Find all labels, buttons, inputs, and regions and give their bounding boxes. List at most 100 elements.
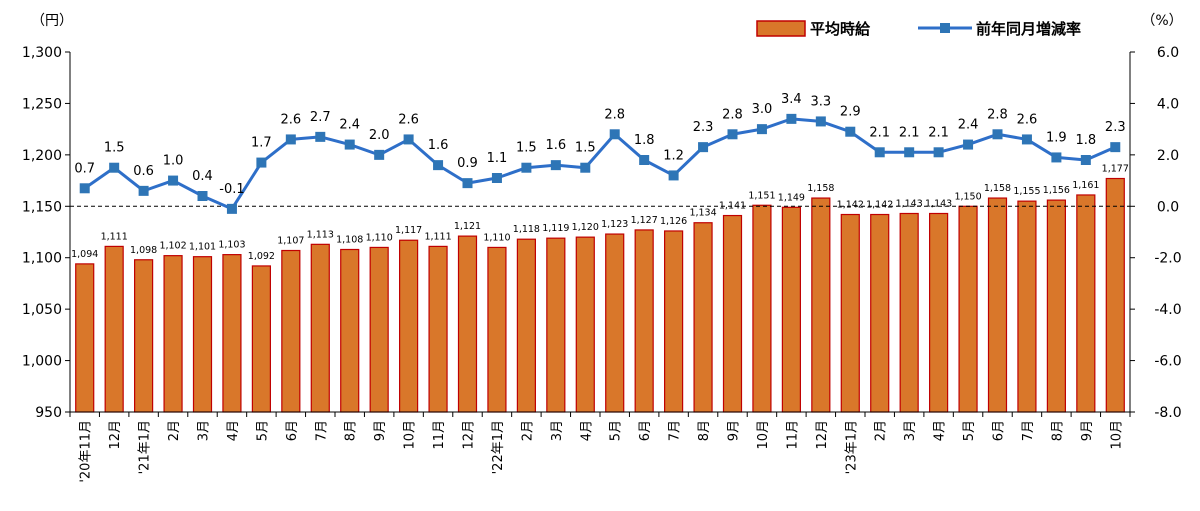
x-category-label: 10月	[1109, 420, 1124, 450]
x-category-label: 8月	[1050, 420, 1065, 441]
rate-value-label: 2.3	[1105, 120, 1126, 135]
x-category-label: '20年11月	[79, 420, 94, 483]
right-tick-label: -6.0	[1154, 354, 1181, 370]
rate-point	[403, 134, 414, 145]
bar	[75, 263, 95, 413]
rate-value-label: 2.6	[280, 112, 301, 127]
x-category-label: 10月	[756, 420, 771, 450]
right-tick-label: 6.0	[1157, 45, 1179, 61]
x-category-label: 11月	[432, 420, 447, 450]
bar-value-label: 1,126	[660, 216, 687, 227]
bar-value-label: 1,177	[1102, 164, 1129, 175]
bar-value-label: 1,110	[483, 232, 510, 243]
rate-value-label: 0.4	[192, 169, 213, 184]
x-category-label: 2月	[167, 420, 182, 441]
rate-point	[197, 191, 208, 201]
rate-point	[963, 139, 974, 150]
rate-value-label: 1.6	[428, 138, 449, 153]
rate-point	[845, 126, 856, 137]
rate-point	[874, 147, 885, 158]
rate-point	[698, 142, 709, 153]
rate-value-label: 1.5	[516, 141, 537, 156]
bar-value-label: 1,107	[277, 236, 304, 247]
rate-value-label: 2.8	[722, 107, 743, 122]
x-category-label: 6月	[992, 420, 1007, 441]
bar	[722, 214, 743, 413]
x-category-label: 5月	[609, 420, 624, 441]
rate-value-label: 2.9	[840, 105, 861, 120]
rate-point	[256, 157, 267, 168]
rate-point	[491, 173, 502, 183]
bar-value-label: 1,141	[719, 201, 746, 212]
bar-value-label: 1,142	[866, 200, 893, 211]
x-category-label: 3月	[550, 420, 565, 441]
bar-value-label: 1,117	[395, 225, 422, 236]
rate-point	[109, 162, 120, 173]
rate-value-label: 1.5	[575, 141, 596, 156]
x-category-label: 5月	[255, 420, 270, 441]
rate-point	[315, 131, 326, 142]
bar	[781, 206, 801, 413]
bar-value-label: 1,158	[984, 183, 1011, 194]
x-category-label: '21年1月	[138, 420, 153, 474]
x-category-label: 4月	[579, 420, 594, 441]
rate-point	[992, 129, 1003, 140]
rate-value-label: 3.3	[810, 94, 831, 109]
rate-value-label: 1.8	[1075, 133, 1096, 148]
rate-value-label: 1.1	[487, 151, 508, 166]
rate-point	[138, 185, 149, 196]
rate-point	[580, 162, 591, 173]
left-tick-label: 1,050	[22, 302, 62, 318]
x-category-label: 8月	[344, 420, 359, 441]
x-axis-labels: '20年11月 12月 '21年1月 2月 3月 4月 5月 6月 7月 8月 9月 10月 11月 12…	[79, 420, 1125, 483]
rate-value-label: 2.4	[958, 118, 979, 133]
bar-value-label: 1,118	[513, 224, 540, 235]
rate-point	[374, 149, 385, 160]
rate-point	[521, 162, 532, 173]
rate-value-label: 2.0	[369, 128, 390, 143]
rate-point	[1110, 142, 1121, 153]
rate-value-label: 0.9	[457, 156, 478, 171]
bar	[899, 212, 919, 413]
bar	[752, 204, 772, 413]
bar	[664, 230, 684, 413]
rate-point	[1021, 134, 1032, 145]
x-category-label: 7月	[1021, 420, 1036, 441]
bar	[929, 212, 949, 413]
x-category-label: 2月	[520, 420, 535, 441]
left-tick-label: 1,100	[22, 251, 62, 267]
x-category-label: '23年1月	[844, 420, 859, 474]
right-tick-label: -8.0	[1154, 405, 1181, 421]
rate-point	[727, 129, 738, 140]
rate-value-label: 2.3	[693, 120, 714, 135]
legend-line-marker	[940, 23, 950, 33]
bar	[281, 249, 301, 413]
bar	[457, 235, 478, 413]
bar	[192, 256, 213, 413]
right-tick-label: 4.0	[1157, 96, 1179, 112]
rate-point	[285, 134, 296, 145]
rate-value-label: 1.7	[251, 136, 272, 151]
legend-line-label: 前年同月増減率	[976, 20, 1081, 38]
x-category-label: 6月	[638, 420, 653, 441]
bar	[811, 197, 831, 413]
x-category-label: 9月	[727, 420, 742, 441]
bar-value-label: 1,103	[218, 240, 245, 251]
rate-value-label: 2.4	[339, 118, 360, 133]
right-tick-label: 0.0	[1157, 199, 1179, 215]
bar-value-label: 1,149	[778, 192, 805, 203]
rate-point	[668, 170, 679, 181]
bar-series	[75, 177, 1125, 413]
bar	[693, 222, 713, 413]
right-tick-label: 2.0	[1157, 148, 1179, 164]
bar	[870, 213, 890, 413]
bar	[134, 259, 154, 413]
bar	[163, 255, 183, 413]
bar-value-label: 1,121	[454, 221, 481, 232]
bar	[1046, 199, 1066, 413]
x-category-label: 12月	[462, 420, 477, 450]
x-category-label: 7月	[314, 420, 329, 441]
rate-value-label: 2.1	[869, 125, 890, 140]
rate-value-label: 2.8	[987, 107, 1008, 122]
